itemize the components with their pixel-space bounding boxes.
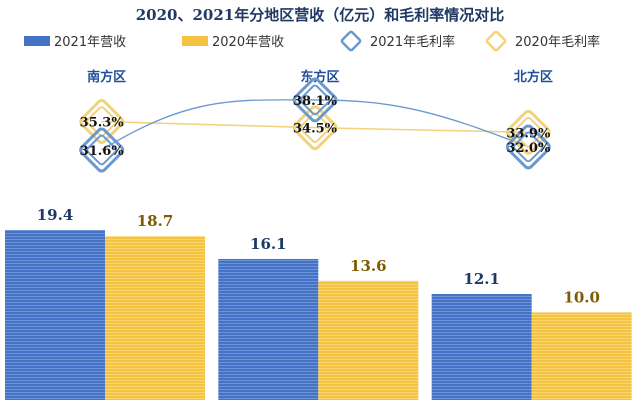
marker-2020-1 bbox=[292, 105, 338, 151]
marker-2020-0 bbox=[79, 99, 125, 144]
marker-2021-2 bbox=[505, 124, 551, 170]
marker-2021-1 bbox=[292, 77, 338, 123]
lines bbox=[101, 99, 529, 151]
margin-label-2021-0: 31.6% bbox=[80, 144, 125, 159]
legend-label-1: 2020年营收 bbox=[212, 35, 284, 50]
margin-label-2021-2: 32.0% bbox=[506, 141, 551, 156]
legend-marker-2 bbox=[340, 30, 362, 52]
bar-2021-1 bbox=[218, 258, 319, 400]
marker-2021-0 bbox=[79, 127, 125, 173]
region-labels: 南方区 东方区 北方区 bbox=[87, 69, 553, 85]
margin-label-2020-2: 33.9% bbox=[506, 126, 551, 141]
region-label-2: 北方区 bbox=[514, 69, 553, 85]
chart-title: 2020、2021年分地区营收（亿元）和毛利率情况对比 bbox=[136, 6, 505, 24]
line-2020-margin bbox=[101, 120, 529, 134]
region-label-0: 南方区 bbox=[87, 69, 126, 85]
legend: 2021年营收 2020年营收 2021年毛利率 2020年毛利率 bbox=[24, 30, 600, 52]
margin-label-2021-1: 38.1% bbox=[293, 94, 338, 109]
line-2021-margin bbox=[101, 99, 529, 151]
bar-2020-2 bbox=[531, 312, 632, 400]
bars: 19.4 18.7 16.1 13.6 12.1 10.0 bbox=[5, 206, 632, 400]
bar-label-2021-0: 19.4 bbox=[37, 206, 74, 224]
legend-label-3: 2020年毛利率 bbox=[515, 34, 600, 50]
bar-label-2021-2: 12.1 bbox=[463, 270, 500, 288]
markers: 35.3% 34.5% 33.9% 31.6% 38.1% 32.0% bbox=[79, 77, 551, 173]
bar-label-2020-2: 10.0 bbox=[563, 288, 600, 306]
bar-label-2020-0: 18.7 bbox=[137, 212, 174, 230]
legend-label-2: 2021年毛利率 bbox=[370, 34, 455, 50]
legend-swatch-0 bbox=[24, 36, 50, 46]
bar-2021-0 bbox=[5, 230, 105, 400]
legend-swatch-1 bbox=[182, 36, 208, 46]
bar-2020-1 bbox=[318, 280, 419, 400]
bar-label-2021-1: 16.1 bbox=[250, 235, 287, 253]
margin-label-2020-1: 34.5% bbox=[293, 122, 338, 137]
legend-label-0: 2021年营收 bbox=[54, 35, 126, 50]
bar-2020-0 bbox=[105, 236, 205, 400]
bar-2021-2 bbox=[431, 294, 532, 400]
margin-label-2020-0: 35.3% bbox=[80, 116, 125, 131]
legend-marker-3 bbox=[485, 30, 507, 52]
bar-label-2020-1: 13.6 bbox=[350, 257, 387, 275]
